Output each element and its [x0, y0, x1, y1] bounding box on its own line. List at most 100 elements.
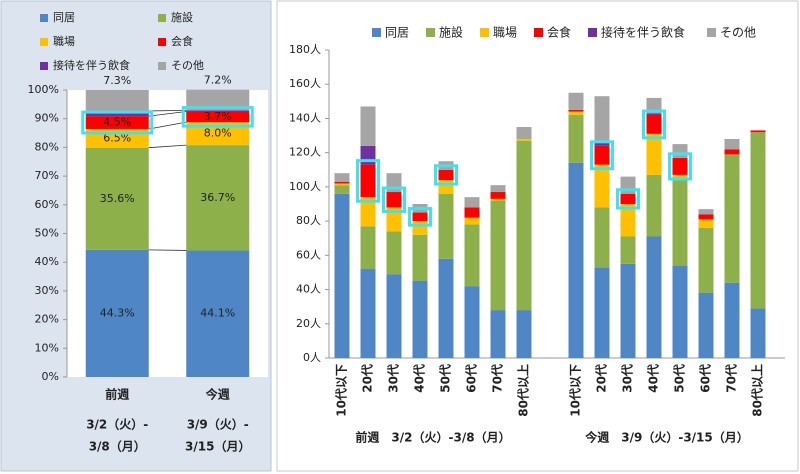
- highlight-box: [668, 152, 692, 181]
- value-label: 4.5%: [103, 116, 131, 129]
- bar-segment: [85, 147, 149, 250]
- x-sub-label: 3/2（火）-: [86, 417, 148, 432]
- y-tick-label: 60人: [296, 248, 321, 261]
- legend-label: 職場: [53, 35, 75, 48]
- x-tick-label: 10代以下: [334, 364, 349, 417]
- legend-label: その他: [720, 26, 756, 40]
- series-line: [148, 121, 187, 130]
- x-tick-label: 20代: [360, 364, 375, 393]
- bar-segment: [516, 127, 532, 139]
- bar-segment: [568, 162, 584, 358]
- x-sub-label: 3/9（火）-: [187, 417, 249, 432]
- x-tick-label: 前週: [105, 387, 129, 402]
- bar-segment: [724, 282, 740, 358]
- bar-segment: [412, 212, 428, 222]
- legend-label: 同居: [385, 26, 409, 40]
- bar-segment: [568, 115, 584, 163]
- bar-segment: [646, 97, 662, 114]
- legend-swatch: [480, 28, 489, 37]
- x-tick-label: 30代: [620, 364, 635, 393]
- bar-segment: [412, 281, 428, 358]
- bar-segment: [672, 180, 688, 266]
- bar-segment: [464, 207, 480, 218]
- y-tick-label: 100%: [28, 83, 59, 96]
- bar-segment: [724, 154, 740, 283]
- y-tick-label: 100人: [289, 180, 321, 193]
- x-tick-label: 60代: [698, 364, 713, 393]
- legend-label: 施設: [171, 10, 193, 24]
- group-label: 今週 3/9（火）-3/15（月）: [584, 430, 749, 445]
- bar-segment: [490, 200, 506, 311]
- group-label: 前週 3/2（火）-3/8（月）: [355, 430, 510, 445]
- legend-swatch: [158, 14, 166, 22]
- y-tick-label: 180人: [289, 43, 321, 56]
- bar-segment: [490, 192, 506, 199]
- bar-segment: [594, 207, 610, 268]
- y-tick-label: 0人: [303, 351, 321, 364]
- bar-segment: [672, 144, 688, 158]
- value-label: 3.7%: [204, 110, 232, 123]
- x-tick-label: 20代: [594, 364, 609, 393]
- highlight-box: [590, 140, 614, 171]
- legend-swatch: [40, 62, 48, 70]
- x-tick-label: 80代以上: [516, 364, 531, 417]
- bar-segment: [672, 265, 688, 358]
- legend-swatch: [372, 28, 381, 37]
- bar-segment: [516, 140, 532, 311]
- bar-segment: [594, 96, 610, 141]
- bar-segment: [646, 236, 662, 358]
- bar-segment: [698, 209, 714, 215]
- x-tick-label: 50代: [438, 364, 453, 393]
- bar-segment: [724, 149, 740, 155]
- y-tick-label: 80人: [296, 214, 321, 227]
- highlight-box: [434, 164, 458, 186]
- bar-segment: [360, 226, 376, 270]
- bar-segment: [186, 250, 250, 377]
- y-tick-label: 20人: [296, 317, 321, 330]
- bar-segment: [568, 111, 584, 116]
- legend-swatch: [158, 62, 166, 70]
- series-line: [148, 111, 187, 117]
- y-tick-label: 20%: [35, 313, 59, 326]
- bar-segment: [334, 183, 350, 186]
- bar-segment: [646, 113, 662, 116]
- bar-segment: [386, 207, 402, 232]
- bar-segment: [438, 193, 454, 259]
- bar-segment: [464, 286, 480, 358]
- bar-segment: [360, 164, 376, 198]
- value-label: 8.0%: [204, 127, 232, 140]
- bar-segment: [750, 132, 766, 309]
- y-tick-label: 50%: [35, 227, 59, 240]
- x-sub-label: 3/15（月）: [185, 439, 250, 454]
- y-tick-label: 60%: [35, 198, 59, 211]
- y-tick-label: 140人: [289, 111, 321, 124]
- legend-label: 会食: [171, 34, 193, 48]
- bar-segment: [360, 269, 376, 358]
- bar-segment: [464, 217, 480, 225]
- bar-segment: [412, 234, 428, 281]
- y-tick-label: 70%: [35, 169, 59, 182]
- bar-segment: [750, 308, 766, 358]
- series-line: [148, 109, 187, 112]
- y-tick-label: 40%: [35, 255, 59, 268]
- x-tick-label: 60代: [464, 364, 479, 393]
- bar-segment: [698, 227, 714, 293]
- bar-segment: [85, 116, 149, 130]
- y-tick-label: 160人: [289, 77, 321, 90]
- bar-segment: [85, 90, 149, 111]
- bar-segment: [334, 185, 350, 194]
- value-label: 7.2%: [204, 74, 232, 87]
- highlight-box: [356, 159, 380, 203]
- bar-segment: [516, 310, 532, 358]
- y-tick-label: 120人: [289, 146, 321, 159]
- legend-swatch: [40, 38, 48, 46]
- bar-segment: [568, 109, 584, 112]
- highlight-box: [181, 106, 254, 128]
- series-line: [148, 144, 187, 149]
- bar-segment: [750, 130, 766, 133]
- x-tick-label: 40代: [412, 364, 427, 393]
- bar-segment: [620, 263, 636, 358]
- legend-label: 同居: [53, 11, 75, 24]
- bar-segment: [646, 133, 662, 175]
- bar-segment: [594, 267, 610, 358]
